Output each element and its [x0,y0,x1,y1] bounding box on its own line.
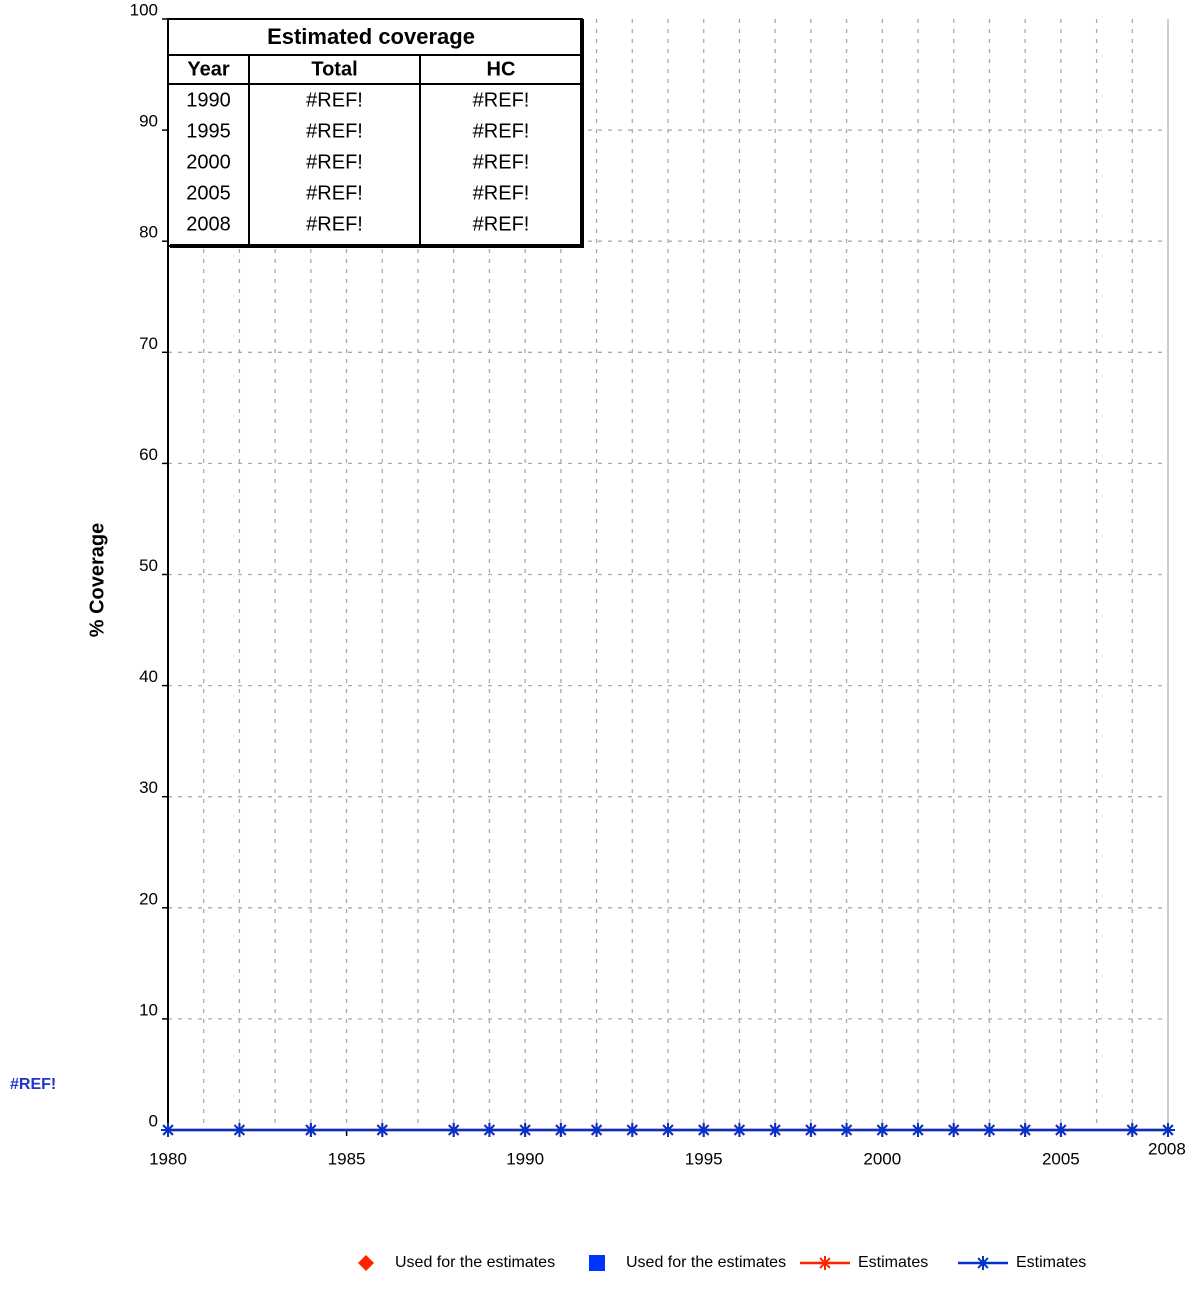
y-tick-label: 100 [130,0,158,19]
table-cell: 1990 [186,89,231,111]
table-cell: #REF! [473,89,530,111]
y-tick-label: 0 [149,1111,158,1130]
table-header: Total [311,58,357,80]
point [982,1123,997,1137]
table-box [167,18,583,247]
table-cell: #REF! [306,213,363,235]
point [375,1123,390,1137]
y-tick-label: 10 [139,1000,158,1019]
legend-marker [589,1255,605,1271]
point [553,1123,568,1137]
point [303,1123,318,1137]
point [1018,1123,1033,1137]
legend-label: Estimates [1016,1254,1086,1271]
table-cell: 2005 [186,182,231,204]
x-tick-label: 1985 [328,1149,366,1168]
legend-label: Estimates [858,1254,928,1271]
table-cell: #REF! [473,182,530,204]
legend-marker [358,1255,374,1271]
y-tick-label: 70 [139,334,158,353]
point [1053,1123,1068,1137]
table-cell: #REF! [306,120,363,142]
table-cell: #REF! [306,151,363,173]
point [803,1123,818,1137]
x-tick-label: 1990 [506,1149,544,1168]
point [839,1123,854,1137]
point [1161,1123,1175,1137]
x-tick-label: 2005 [1042,1149,1080,1168]
x-tick-label: 2008 [1148,1139,1186,1158]
point [661,1123,675,1137]
point [446,1123,461,1137]
table-cell: #REF! [473,120,530,142]
y-tick-label: 30 [139,778,158,797]
point [232,1123,247,1137]
legend-label: Used for the estimates [626,1254,786,1271]
point [161,1123,175,1137]
table-cell: #REF! [306,89,363,111]
table-cell: 1995 [186,120,231,142]
legend-marker [818,1256,832,1270]
table-cell: #REF! [306,182,363,204]
point [911,1123,925,1137]
table-cell: 2000 [186,151,231,173]
y-tick-label: 90 [139,112,158,131]
y-tick-label: 40 [139,667,158,686]
y-tick-label: 60 [139,445,158,464]
x-tick-label: 1980 [149,1149,187,1168]
y-axis-label: % Coverage [86,523,108,638]
point [482,1123,497,1137]
table-title: Estimated coverage [267,24,475,49]
table-header: HC [487,58,516,80]
annotation: #REF! [10,1076,56,1093]
point [875,1123,890,1137]
table-header: Year [187,58,229,80]
point [946,1123,961,1137]
x-tick-label: 1995 [685,1149,723,1168]
y-tick-label: 80 [139,223,158,242]
point [732,1123,747,1137]
point [518,1123,533,1137]
x-tick-label: 2000 [863,1149,901,1168]
y-tick-label: 20 [139,889,158,908]
point [768,1123,783,1137]
table-cell: #REF! [473,213,530,235]
y-tick-label: 50 [139,556,158,575]
point [625,1123,640,1137]
point [1125,1123,1140,1137]
legend-marker [976,1256,990,1270]
point [589,1123,604,1137]
table-cell: 2008 [186,213,231,235]
table-cell: #REF! [473,151,530,173]
point [696,1123,711,1137]
legend-label: Used for the estimates [395,1254,555,1271]
